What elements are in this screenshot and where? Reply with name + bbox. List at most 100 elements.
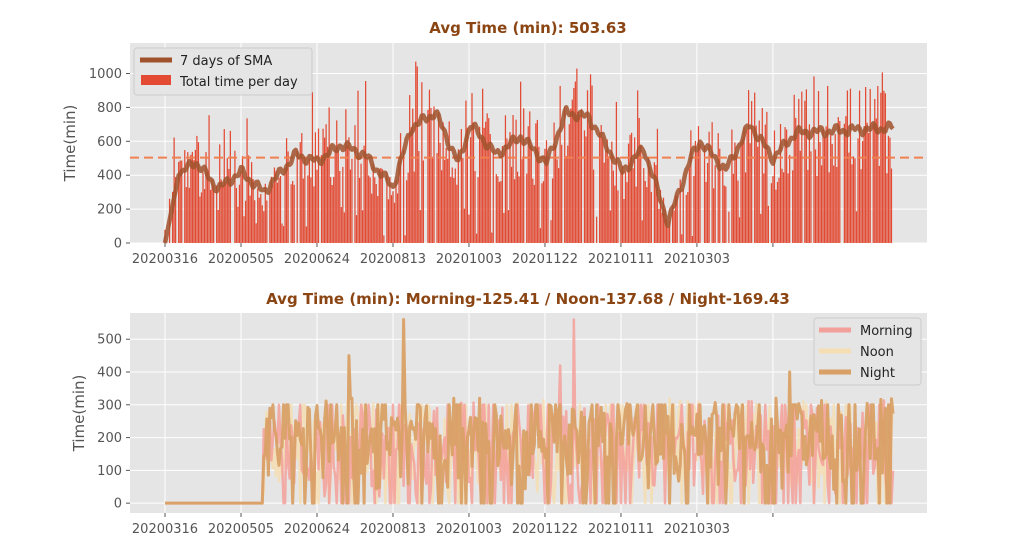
bar (199, 196, 201, 243)
bar (536, 119, 538, 243)
bar (556, 159, 558, 243)
bar (465, 100, 467, 243)
bar (810, 151, 812, 243)
bar (433, 106, 435, 243)
bar (272, 183, 274, 243)
bar (731, 129, 733, 243)
bar (685, 194, 687, 243)
bar (796, 135, 798, 243)
bar (421, 82, 423, 243)
bar (209, 189, 212, 243)
bar (541, 183, 543, 243)
bar (325, 124, 327, 243)
bar (632, 168, 634, 243)
bar (713, 188, 715, 243)
bar (305, 226, 307, 243)
bar (299, 142, 301, 243)
bar (383, 235, 385, 243)
bar (861, 141, 864, 243)
bar (406, 180, 408, 243)
bar (830, 134, 832, 243)
bar (837, 117, 839, 243)
bar (281, 223, 283, 243)
bar (553, 122, 555, 243)
bar (216, 185, 218, 243)
bar (333, 177, 335, 243)
bar (339, 171, 341, 243)
bar (854, 158, 856, 243)
bar (255, 223, 257, 243)
bar (448, 121, 450, 243)
bar (605, 151, 607, 243)
bar (427, 109, 429, 243)
bar (515, 119, 517, 243)
bar (836, 167, 838, 243)
bar (266, 200, 268, 243)
bar (580, 108, 583, 243)
bar (691, 236, 693, 243)
bar (211, 179, 213, 243)
bar (361, 210, 364, 243)
bar (206, 171, 209, 243)
bar (440, 170, 443, 243)
bar (708, 131, 710, 243)
bar (722, 168, 724, 243)
bar (279, 176, 282, 243)
bar (422, 160, 424, 243)
bar (396, 193, 399, 243)
bar (789, 154, 791, 243)
bar (205, 152, 207, 243)
bar (820, 165, 823, 243)
bar (322, 128, 324, 243)
bar (795, 117, 797, 243)
bar (675, 195, 677, 243)
bar (269, 191, 271, 243)
bar (290, 184, 292, 243)
bar (852, 156, 855, 243)
chart-title: Avg Time (min): 503.63 (429, 19, 626, 37)
bar (521, 159, 523, 243)
bar (703, 145, 706, 243)
x-tick-label: 20210111 (588, 522, 654, 537)
bar (193, 160, 195, 243)
bar (260, 194, 262, 243)
bar (251, 162, 253, 243)
bar (355, 215, 358, 243)
bar (650, 191, 652, 243)
bar (591, 85, 593, 244)
bar (523, 108, 525, 243)
bar (754, 92, 756, 243)
bar (886, 173, 888, 243)
x-tick-label: 20210111 (588, 252, 654, 267)
bar (287, 151, 289, 243)
bar (735, 154, 738, 243)
bar (565, 156, 567, 243)
bar (194, 149, 197, 243)
bar (687, 192, 689, 243)
bar (550, 220, 552, 243)
legend-night-label: Night (860, 366, 895, 381)
bar (848, 152, 850, 243)
bar (460, 129, 462, 243)
bar (320, 155, 323, 243)
y-tick-label: 600 (97, 135, 122, 150)
bar (439, 142, 441, 243)
bar (532, 178, 534, 243)
bar (527, 126, 529, 243)
bar (471, 93, 473, 244)
bar (576, 68, 578, 243)
bar (792, 170, 794, 243)
bar (185, 187, 187, 243)
bar (331, 184, 333, 243)
bar (402, 150, 405, 243)
bar (363, 145, 365, 243)
bar (203, 189, 206, 243)
bar (827, 85, 829, 243)
y-tick-label: 400 (97, 366, 122, 381)
bar (357, 90, 359, 243)
x-tick-label: 20200316 (132, 522, 198, 537)
bar (696, 152, 698, 243)
bar (772, 176, 774, 243)
bar (497, 176, 499, 243)
